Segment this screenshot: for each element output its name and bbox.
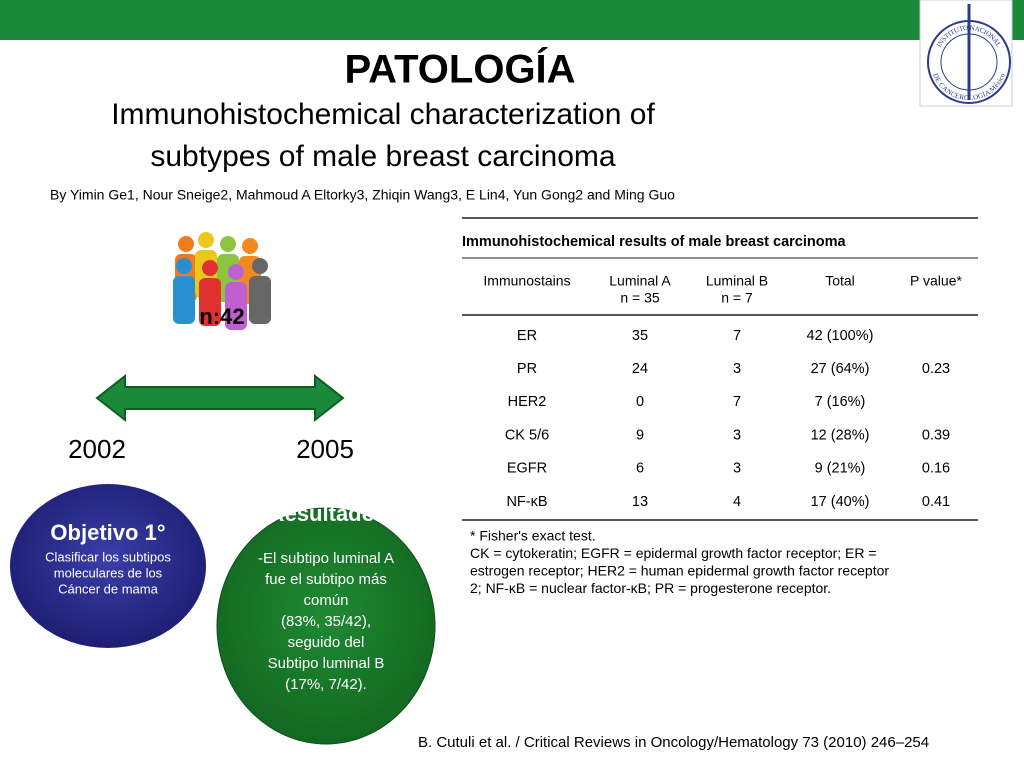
person-body <box>173 276 195 324</box>
results-line: seguido del <box>288 634 365 651</box>
table-cell: 17 (40%) <box>811 494 870 510</box>
results-text: -El subtipo luminal A fue el subtipo más c… <box>258 550 394 693</box>
authors: By Yimin Ge1, Nour Sneige2, Mahmoud A El… <box>50 187 675 203</box>
table-cell: 13 <box>632 494 648 510</box>
results-line: -El subtipo luminal A <box>258 550 394 567</box>
table-footnote: 2; NF-κB = nuclear factor-κB; PR = proge… <box>470 580 831 596</box>
table-cell: 3 <box>733 427 741 443</box>
results-title: Resultados <box>269 501 388 526</box>
table-header: Luminal B <box>706 273 768 289</box>
table-cell: EGFR <box>507 461 547 477</box>
table-cell: 27 (64%) <box>811 361 870 377</box>
table-cell: CK 5/6 <box>505 427 549 443</box>
table-cell: 3 <box>733 461 741 477</box>
logo-box <box>919 0 1013 107</box>
table-cell: 12 (28%) <box>811 427 870 443</box>
table-footnote: estrogen receptor; HER2 = human epiderma… <box>470 563 889 579</box>
subtitle: Immunohistochemical characterization of s… <box>111 98 655 173</box>
person-head <box>228 264 244 280</box>
table-cell: ER <box>517 328 537 344</box>
table-cell: 7 <box>733 328 741 344</box>
objective-line: Clasificar los subtipos <box>45 549 171 564</box>
table-cell: 0.23 <box>922 361 950 377</box>
table-cell: 9 <box>636 427 644 443</box>
table-cell: 0.41 <box>922 494 950 510</box>
person-head <box>202 260 218 276</box>
person-body <box>249 276 271 324</box>
person-head <box>242 238 258 254</box>
person-head <box>198 232 214 248</box>
results-line: (17%, 7/42). <box>285 676 367 693</box>
title: PATOLOGÍA <box>344 47 575 92</box>
people-icon <box>173 232 271 330</box>
results-table: Immunohistochemical results of male brea… <box>462 217 978 596</box>
table-cell: 6 <box>636 461 644 477</box>
table-header: Immunostains <box>483 273 570 289</box>
person-head <box>176 258 192 274</box>
person-head <box>220 236 236 252</box>
year-start: 2002 <box>68 434 126 464</box>
table-cell: 7 <box>733 394 741 410</box>
population-label: n:42 <box>199 304 244 329</box>
table-cell: 42 (100%) <box>807 328 874 344</box>
table-title: Immunohistochemical results of male brea… <box>462 234 847 250</box>
table-cell: 3 <box>733 361 741 377</box>
results-circle <box>216 507 436 745</box>
subtitle-line: subtypes of male breast carcinoma <box>150 140 616 173</box>
table-cell: PR <box>517 361 537 377</box>
table-cell: 0 <box>636 394 644 410</box>
table-header: n = 35 <box>620 290 660 306</box>
citation: B. Cutuli et al. / Critical Reviews in O… <box>418 734 929 751</box>
person-body <box>199 278 221 326</box>
table-footnote: CK = cytokeratin; EGFR = epidermal growt… <box>470 545 877 561</box>
person-head <box>252 258 268 274</box>
top-bar <box>0 0 1024 40</box>
year-end: 2005 <box>296 434 354 464</box>
objective-circle <box>10 484 206 648</box>
table-cell: 9 (21%) <box>815 461 866 477</box>
objective-line: moleculares de los <box>54 565 163 580</box>
results-line: Subtipo luminal B <box>268 655 385 672</box>
table-cell: 24 <box>632 361 648 377</box>
table-cell: 0.16 <box>922 461 950 477</box>
table-header: Luminal A <box>609 273 671 289</box>
table-cell: 35 <box>632 328 648 344</box>
objective-title: Objetivo 1° <box>50 520 165 545</box>
table-cell: 7 (16%) <box>815 394 866 410</box>
table-cell: HER2 <box>508 394 547 410</box>
results-line: común <box>303 592 348 609</box>
person-body <box>225 282 247 330</box>
timeline-arrow <box>95 373 345 423</box>
results-line: fue el subtipo más <box>265 571 387 588</box>
table-cell: 0.39 <box>922 427 950 443</box>
table-footnote: * Fisher's exact test. <box>470 528 596 544</box>
results-line: (83%, 35/42), <box>281 613 371 630</box>
person-head <box>178 236 194 252</box>
table-cell: NF-κB <box>506 494 547 510</box>
table-header: Total <box>825 273 855 289</box>
table-cell: 4 <box>733 494 741 510</box>
table-header: n = 7 <box>721 290 753 306</box>
objective-line: Cáncer de mama <box>58 581 158 596</box>
table-header: P value* <box>910 273 962 289</box>
subtitle-line: Immunohistochemical characterization of <box>111 98 655 131</box>
